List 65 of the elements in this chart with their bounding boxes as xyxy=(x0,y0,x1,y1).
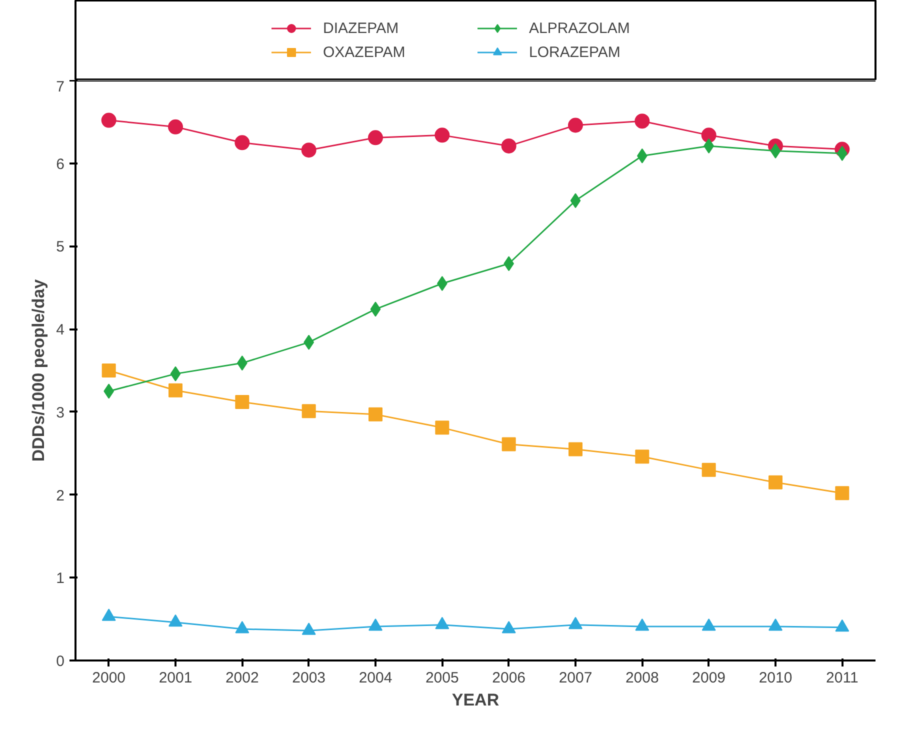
y-tick-label: 3 xyxy=(56,404,64,422)
x-tick-label: 2010 xyxy=(758,670,792,686)
point xyxy=(301,142,316,158)
point xyxy=(768,475,782,490)
point xyxy=(235,394,250,409)
point xyxy=(701,128,716,143)
point xyxy=(368,407,382,422)
point xyxy=(770,143,781,158)
point xyxy=(435,616,450,630)
y-tick-label: 1 xyxy=(56,570,64,588)
point xyxy=(102,364,116,378)
point xyxy=(835,619,850,632)
x-tick-label: 2000 xyxy=(92,670,126,686)
point xyxy=(302,622,316,635)
x-tick-label: 2011 xyxy=(826,670,858,686)
legend-label: OXAZEPAM xyxy=(323,44,406,60)
x-tick-label: 2009 xyxy=(692,670,726,686)
point xyxy=(568,442,582,456)
point xyxy=(835,486,850,500)
point xyxy=(768,618,782,631)
point xyxy=(702,618,716,631)
point xyxy=(435,420,450,435)
y-tick-label: 4 xyxy=(56,322,64,339)
point xyxy=(235,621,250,634)
point xyxy=(568,616,582,630)
x-tick-label: 2006 xyxy=(492,670,526,686)
legend-label: DIAZEPAM xyxy=(323,20,400,36)
point xyxy=(635,618,650,631)
legend-label: LORAZEPAM xyxy=(529,44,622,60)
x-tick-label: 2008 xyxy=(625,670,659,686)
x-tick-label: 2007 xyxy=(558,670,592,686)
point xyxy=(434,128,450,143)
point xyxy=(634,114,650,129)
point xyxy=(502,437,516,452)
point xyxy=(101,112,116,128)
x-tick-label: 2005 xyxy=(425,670,459,686)
point xyxy=(437,276,448,291)
point xyxy=(570,193,581,208)
y-tick-label: 0 xyxy=(56,653,64,670)
y-tick-label: 6 xyxy=(56,156,64,173)
point xyxy=(168,614,182,627)
point xyxy=(168,383,182,398)
legend-label: ALPRAZOLAM xyxy=(529,20,631,36)
y-axis-title: DDDs/1000 people/day xyxy=(29,278,48,462)
point xyxy=(501,138,516,154)
x-tick-label: 2001 xyxy=(158,670,192,686)
point xyxy=(368,130,383,146)
x-tick-label: 2004 xyxy=(358,670,392,686)
point xyxy=(170,366,181,382)
x-tick-label: 2003 xyxy=(292,670,326,686)
point xyxy=(168,119,183,134)
y-tick-label: 2 xyxy=(56,487,64,504)
point xyxy=(702,462,716,477)
point xyxy=(568,118,583,133)
point xyxy=(368,618,382,631)
point xyxy=(302,404,316,418)
point xyxy=(102,608,116,621)
x-axis-title: YEAR xyxy=(452,690,500,710)
point xyxy=(635,450,650,464)
x-tick-label: 2002 xyxy=(225,670,259,686)
y-tick-label: 7 xyxy=(56,78,64,96)
y-tick-label: 5 xyxy=(56,238,64,256)
point xyxy=(502,621,516,634)
point xyxy=(370,302,381,317)
point xyxy=(234,135,250,150)
